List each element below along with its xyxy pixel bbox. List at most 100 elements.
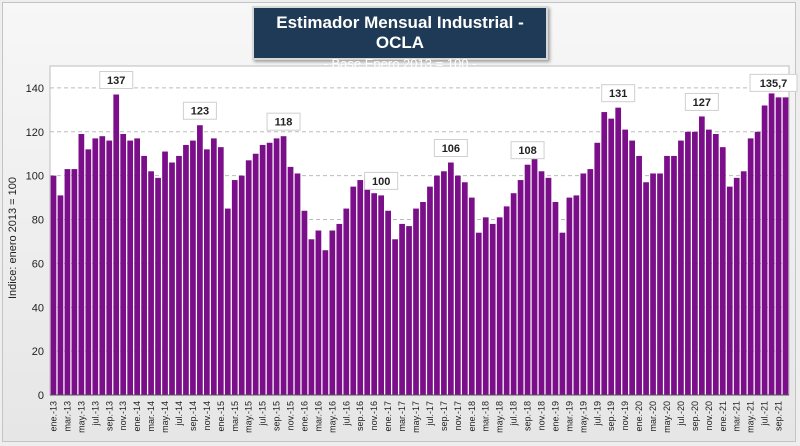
x-tick-label: may.-18 bbox=[495, 401, 505, 433]
bar bbox=[615, 107, 622, 395]
bar bbox=[538, 171, 545, 395]
bar bbox=[559, 232, 566, 395]
data-label-box bbox=[684, 92, 719, 111]
bar bbox=[308, 239, 315, 395]
bar bbox=[50, 175, 57, 395]
data-label: 108 bbox=[518, 145, 536, 157]
x-tick-label: nov.-15 bbox=[286, 401, 296, 430]
bar bbox=[705, 129, 712, 395]
x-tick-label: nov.-16 bbox=[369, 401, 379, 430]
bar bbox=[719, 147, 726, 395]
bar bbox=[461, 182, 468, 395]
x-tick-label: may.-19 bbox=[578, 401, 588, 433]
y-tick-label: 120 bbox=[26, 127, 44, 139]
bar bbox=[343, 208, 350, 395]
bar bbox=[420, 201, 426, 395]
x-tick-label: jul.-15 bbox=[258, 401, 268, 427]
x-tick-label: jul.-21 bbox=[760, 401, 770, 427]
data-label-box bbox=[433, 139, 468, 158]
y-axis-label: Indice: enero 2013 = 100 bbox=[7, 177, 19, 299]
x-tick-label: jul.-18 bbox=[509, 401, 519, 427]
x-tick-label: mar.-17 bbox=[397, 401, 407, 432]
bar bbox=[399, 223, 405, 395]
y-tick-label: 80 bbox=[32, 215, 44, 227]
x-tick-label: ene.-16 bbox=[299, 401, 309, 432]
x-tick-label: nov.-13 bbox=[118, 401, 128, 430]
bar bbox=[768, 93, 775, 396]
chart-subtitle: - Base Enero 2013 = 100 - bbox=[323, 56, 477, 71]
bar bbox=[148, 171, 154, 395]
x-tick-label: mar.-21 bbox=[732, 401, 742, 432]
bar bbox=[475, 232, 482, 395]
x-tick-label: sep.-18 bbox=[523, 401, 533, 431]
y-tick-label: 100 bbox=[26, 171, 44, 183]
x-tick-label: ene.-21 bbox=[718, 401, 728, 432]
bar bbox=[517, 180, 524, 395]
bar bbox=[378, 195, 385, 395]
bar bbox=[245, 160, 252, 395]
chart-title-box: Estimador Mensual Industrial - OCLA - Ba… bbox=[252, 6, 548, 71]
bar bbox=[406, 226, 412, 395]
x-tick-label: mar.-20 bbox=[648, 401, 658, 432]
bar bbox=[650, 173, 656, 395]
bar bbox=[740, 171, 747, 395]
x-tick-label: nov.-20 bbox=[704, 401, 714, 430]
bar bbox=[629, 140, 635, 395]
x-tick-label: ene.-18 bbox=[467, 401, 477, 432]
x-tick-label: nov.-19 bbox=[620, 401, 630, 430]
data-label-box bbox=[99, 71, 134, 90]
bar bbox=[782, 97, 789, 395]
bar bbox=[238, 175, 245, 395]
x-tick-label: mar.-19 bbox=[564, 401, 574, 432]
x-tick-label: may.-15 bbox=[244, 401, 254, 433]
bar bbox=[301, 210, 308, 395]
bar bbox=[273, 138, 280, 395]
data-label-box bbox=[364, 171, 399, 190]
x-tick-label: ene.-17 bbox=[383, 401, 393, 432]
plot-area: 0 20 40 60 80 100 120 140 ene.-13 mar.-13 may.-13 j… bbox=[26, 65, 798, 433]
x-tick-label: sep.-21 bbox=[774, 401, 784, 431]
y-tick-label: 20 bbox=[32, 346, 44, 358]
bar bbox=[294, 173, 301, 395]
x-tick-label: ene.-13 bbox=[48, 401, 58, 432]
bar bbox=[671, 155, 677, 395]
x-tick-label: may.-16 bbox=[327, 401, 337, 433]
data-label: 131 bbox=[609, 88, 627, 100]
x-tick-label: jul.-14 bbox=[174, 401, 184, 427]
x-tick-label: sep.-16 bbox=[355, 401, 365, 431]
bar bbox=[601, 112, 608, 395]
bar bbox=[64, 169, 71, 395]
bar bbox=[197, 125, 203, 395]
bar bbox=[594, 142, 601, 395]
x-tick-label: mar.-14 bbox=[146, 401, 156, 432]
bar bbox=[315, 230, 322, 395]
data-label-box bbox=[266, 112, 301, 131]
y-tick-label: 0 bbox=[38, 390, 44, 402]
chart-title: Estimador Mensual Industrial - OCLA bbox=[276, 13, 524, 52]
bar bbox=[524, 164, 531, 395]
bar bbox=[664, 155, 670, 395]
bar bbox=[71, 169, 78, 395]
x-tick-label: may.-21 bbox=[746, 401, 756, 433]
bar bbox=[678, 140, 684, 395]
bar bbox=[685, 131, 691, 396]
bar bbox=[120, 133, 127, 395]
x-tick-label: jul.-13 bbox=[90, 401, 100, 427]
bar bbox=[336, 223, 343, 395]
data-label: 137 bbox=[107, 75, 125, 87]
bar bbox=[85, 149, 92, 395]
data-label: 135,7 bbox=[760, 78, 788, 90]
bar bbox=[643, 182, 649, 395]
x-tick-label: may.-13 bbox=[76, 401, 86, 433]
bar bbox=[113, 94, 120, 395]
bar bbox=[371, 193, 378, 395]
bar bbox=[545, 177, 552, 395]
bar bbox=[357, 180, 364, 395]
bar bbox=[364, 175, 371, 395]
bar bbox=[78, 133, 85, 395]
bar bbox=[733, 177, 740, 395]
bar bbox=[692, 131, 698, 396]
bar bbox=[392, 239, 398, 395]
bar bbox=[712, 133, 719, 395]
bar bbox=[155, 177, 161, 395]
